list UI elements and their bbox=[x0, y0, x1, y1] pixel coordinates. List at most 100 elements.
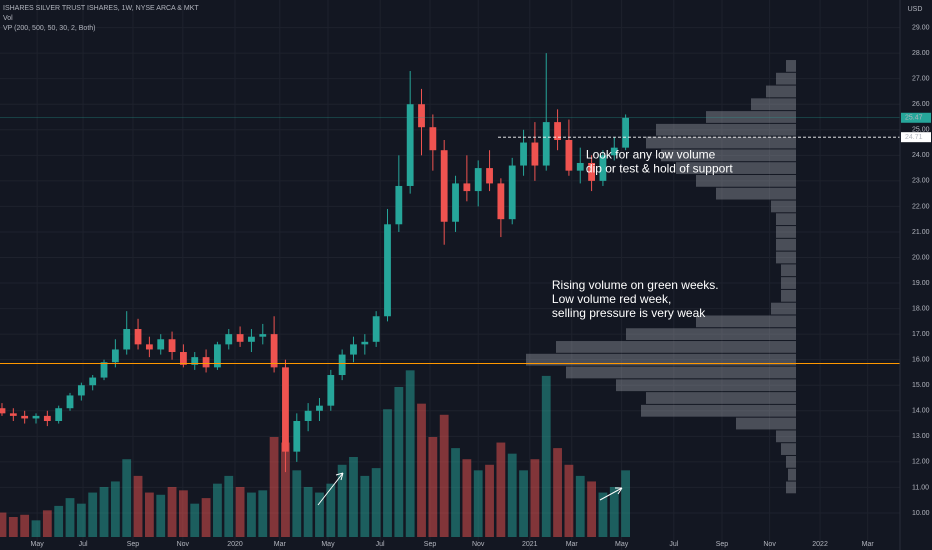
profile-bar bbox=[786, 455, 796, 468]
profile-bar bbox=[766, 85, 796, 98]
x-tick-label: Jul bbox=[79, 541, 88, 548]
volume-bar bbox=[156, 494, 166, 537]
candle-body bbox=[372, 316, 380, 342]
candle-body bbox=[21, 415, 29, 419]
profile-bar bbox=[776, 72, 796, 85]
volume-bar bbox=[587, 481, 596, 537]
x-tick-label: Nov bbox=[472, 541, 485, 548]
volume-bar bbox=[451, 448, 460, 537]
volume-bar bbox=[428, 437, 438, 537]
profile-bar bbox=[771, 302, 796, 315]
candle-body bbox=[395, 185, 403, 225]
candle-body bbox=[542, 122, 550, 166]
profile-bar bbox=[776, 213, 796, 226]
candle-body bbox=[406, 104, 414, 186]
candle-body bbox=[497, 183, 505, 220]
profile-bar bbox=[566, 366, 796, 379]
chart-title: ISHARES SILVER TRUST ISHARES, 1W, NYSE A… bbox=[3, 5, 199, 12]
candle-body bbox=[418, 104, 425, 128]
profile-bar bbox=[656, 123, 796, 136]
candle-body bbox=[55, 408, 63, 421]
profile-bar bbox=[786, 481, 796, 494]
y-tick-label: 16.00 bbox=[912, 357, 930, 364]
profile-bar bbox=[736, 417, 796, 430]
profile-bar bbox=[781, 289, 796, 302]
candle-body bbox=[248, 336, 255, 342]
candle-body bbox=[327, 375, 335, 406]
candle-body bbox=[565, 139, 573, 171]
arrow bbox=[317, 472, 344, 506]
x-tick-label: Mar bbox=[566, 541, 579, 548]
volume-bar bbox=[383, 409, 392, 537]
candle-body bbox=[168, 339, 176, 353]
annotation: Low volume red week, bbox=[552, 292, 671, 306]
profile-bar bbox=[616, 379, 796, 392]
volume-bar bbox=[473, 470, 483, 537]
volume-bar bbox=[190, 503, 200, 537]
candles bbox=[0, 53, 630, 473]
x-tick-label: Jul bbox=[669, 541, 678, 548]
candle-body bbox=[157, 339, 165, 350]
candle-body bbox=[282, 367, 289, 452]
profile-bar bbox=[776, 226, 796, 238]
profile-bar bbox=[641, 404, 796, 417]
profile-bar bbox=[696, 315, 796, 328]
candle-body bbox=[452, 183, 459, 222]
y-tick-label: 13.00 bbox=[912, 433, 930, 440]
candle-body bbox=[9, 413, 17, 416]
profile-bar bbox=[716, 187, 796, 200]
x-tick-label: Sep bbox=[127, 541, 140, 548]
y-tick-label: 28.00 bbox=[912, 50, 930, 57]
volume-bar bbox=[315, 492, 324, 537]
volume-bar bbox=[65, 498, 75, 537]
candle-body bbox=[520, 142, 527, 166]
volume-bar bbox=[417, 403, 426, 537]
volume-bar bbox=[281, 442, 290, 537]
profile-bar bbox=[781, 264, 796, 277]
candle-body bbox=[361, 341, 369, 345]
profile-bar bbox=[646, 392, 796, 404]
volume-bar bbox=[496, 442, 506, 537]
candle-body bbox=[350, 344, 357, 355]
candle-body bbox=[440, 150, 448, 222]
last-price-tag bbox=[901, 112, 931, 123]
y-tick-label: 17.00 bbox=[912, 331, 930, 338]
y-tick-label: 19.00 bbox=[912, 280, 930, 287]
x-tick-label: Nov bbox=[763, 541, 776, 548]
volume-profile bbox=[526, 60, 796, 494]
overlay bbox=[0, 117, 900, 365]
profile-bar bbox=[626, 328, 796, 341]
volume-bar bbox=[213, 483, 222, 537]
volume-bar bbox=[326, 483, 336, 537]
candle-body bbox=[214, 344, 221, 368]
x-tick-label: May bbox=[321, 541, 335, 548]
annotation: dip or test & hold of support bbox=[586, 161, 733, 175]
candle-body bbox=[225, 334, 233, 345]
profile-bar bbox=[556, 341, 796, 353]
volume-bar bbox=[609, 487, 619, 537]
volume-bar bbox=[553, 448, 562, 537]
volume-bar bbox=[247, 492, 256, 537]
volume-bar bbox=[20, 514, 30, 537]
volume-bar bbox=[0, 512, 7, 537]
candle-body bbox=[508, 165, 516, 220]
y-tick-label: 26.00 bbox=[912, 101, 930, 108]
volume-bar bbox=[349, 457, 358, 537]
arrow bbox=[599, 487, 623, 501]
profile-bar bbox=[781, 443, 796, 455]
candle-body bbox=[293, 420, 301, 452]
y-tick-label: 27.00 bbox=[912, 76, 930, 83]
volume-bar bbox=[507, 453, 517, 537]
volume-bar bbox=[519, 470, 528, 537]
y-tick-label: 29.00 bbox=[912, 24, 930, 31]
volume-bar bbox=[88, 492, 98, 537]
candle-body bbox=[486, 168, 493, 184]
volume-bar bbox=[269, 437, 279, 537]
volume-bar bbox=[598, 492, 608, 537]
volume-bar bbox=[235, 487, 245, 537]
annotation: Look for any low volume bbox=[586, 147, 716, 161]
candle-body bbox=[270, 334, 278, 368]
volume-bar bbox=[485, 464, 494, 537]
